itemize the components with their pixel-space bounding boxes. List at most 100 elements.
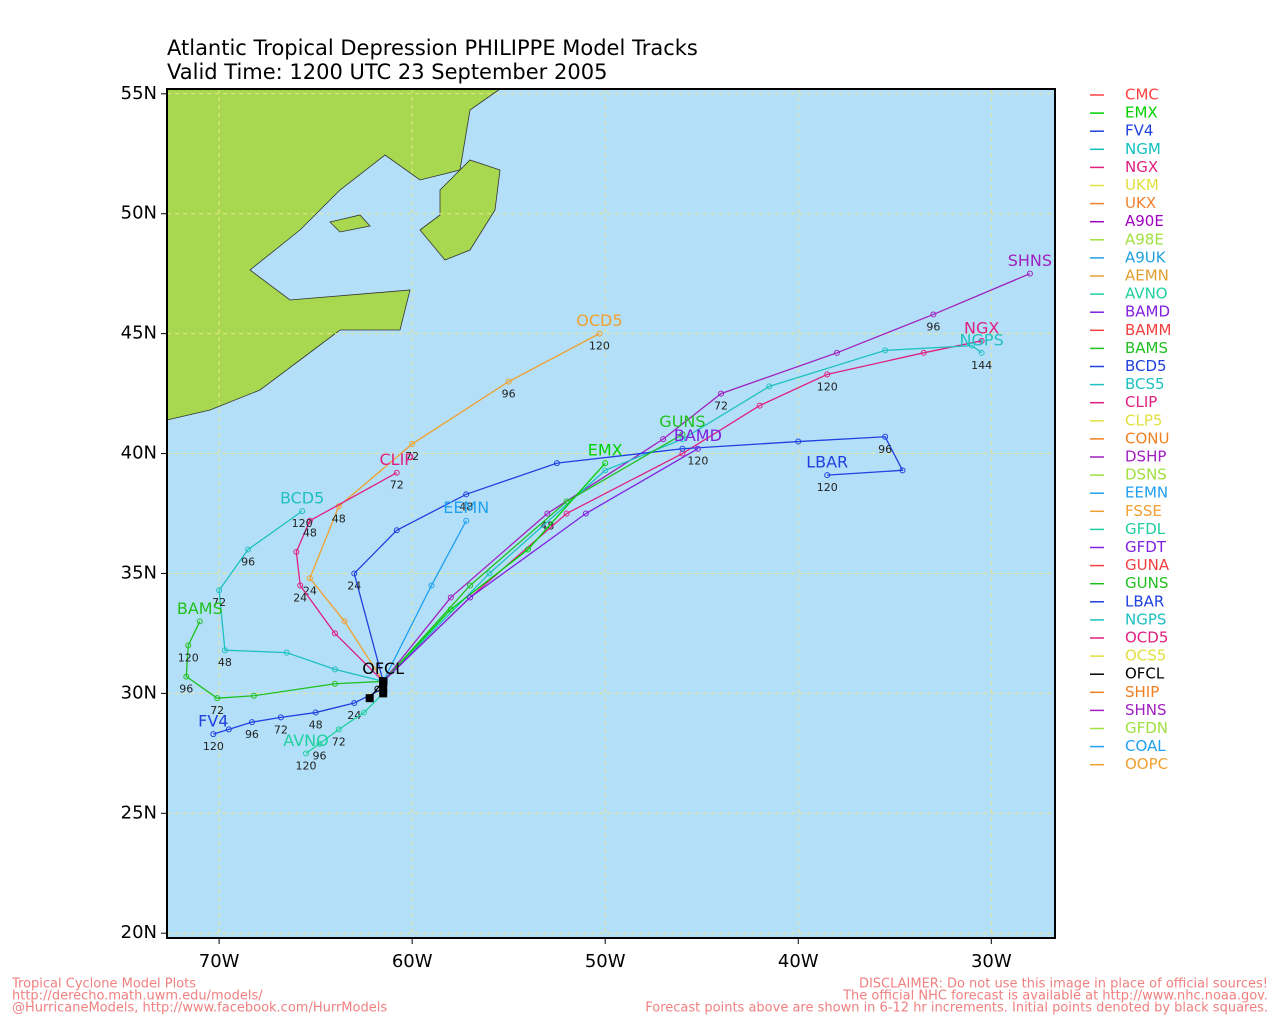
track-point — [248, 719, 255, 726]
x-tick-label: 50W — [585, 951, 626, 972]
track-point — [467, 594, 474, 601]
hour-label: 24 — [347, 709, 361, 722]
track-point — [331, 630, 338, 637]
legend-label: EMX — [1125, 104, 1158, 122]
legend-label: FSSE — [1125, 502, 1162, 520]
track-point — [393, 527, 400, 534]
track-point — [306, 517, 313, 524]
track-point — [293, 548, 300, 555]
hour-label: 120 — [687, 455, 708, 468]
track-point — [335, 726, 342, 733]
track-name: EMX — [588, 441, 623, 460]
track-point — [833, 349, 840, 356]
hour-label: 96 — [313, 750, 327, 763]
track-name: BCD5 — [280, 489, 324, 508]
track-point — [245, 546, 252, 553]
track-line — [218, 510, 384, 683]
track-name: EEMN — [443, 498, 489, 517]
x-tick-label: 60W — [392, 951, 433, 972]
track-line — [353, 436, 904, 682]
track-line — [382, 433, 683, 682]
track-point — [302, 750, 309, 757]
legend-label: COAL — [1125, 737, 1166, 755]
track-line — [185, 621, 384, 699]
track-point — [968, 342, 975, 349]
track-name: NGX — [964, 318, 999, 337]
track-point — [341, 618, 348, 625]
track-point — [277, 714, 284, 721]
track-point — [766, 383, 773, 390]
track-point — [316, 740, 323, 747]
track-point — [428, 582, 435, 589]
track-point — [250, 692, 257, 699]
legend-label: EEMN — [1125, 484, 1168, 502]
legend-label: GFDL — [1125, 520, 1166, 538]
legend-label: DSHP — [1125, 448, 1166, 466]
initial-point — [365, 694, 374, 703]
track-line — [309, 333, 600, 682]
track-point — [524, 546, 531, 553]
hour-label: 72 — [390, 479, 404, 492]
track-point — [563, 498, 570, 505]
track-point — [306, 575, 313, 582]
track-line — [295, 472, 398, 682]
track-name: OFCL — [362, 659, 404, 678]
track-point — [882, 433, 889, 440]
track-point — [467, 582, 474, 589]
hour-label: 48 — [459, 500, 473, 513]
track-name: CLIP — [379, 450, 414, 469]
track-point — [505, 378, 512, 385]
footer-text: Tropical Cyclone Model Plots — [11, 977, 196, 992]
legend-label: DSNS — [1125, 466, 1167, 484]
legend-label: GUNS — [1125, 574, 1168, 592]
y-tick-label: 30N — [121, 682, 157, 703]
footer-text: The official NHC forecast is available a… — [842, 989, 1268, 1004]
legend-label: FV4 — [1125, 122, 1153, 140]
legend-label: GFDT — [1125, 538, 1167, 556]
legend-label: GUNA — [1125, 556, 1170, 574]
hour-label: 144 — [971, 359, 992, 372]
track-point — [978, 349, 985, 356]
legend-label: BCD5 — [1125, 357, 1167, 375]
hour-label: 96 — [245, 728, 259, 741]
track-point — [360, 709, 367, 716]
track-line — [382, 340, 982, 682]
legend-label: A98E — [1125, 230, 1164, 248]
track-point — [216, 587, 223, 594]
legend-label: OFCL — [1125, 665, 1165, 683]
mainland — [166, 88, 502, 421]
track-point — [185, 642, 192, 649]
legend-label: BCS5 — [1125, 375, 1165, 393]
legend-label: NGM — [1125, 140, 1161, 158]
legend-label: AVNO — [1125, 285, 1168, 303]
hour-label: 120 — [292, 517, 313, 530]
y-tick-label: 35N — [121, 562, 157, 583]
x-tick-label: 70W — [199, 951, 240, 972]
track-point — [463, 517, 470, 524]
hour-label: 48 — [303, 527, 317, 540]
track-point — [679, 445, 686, 452]
hour-label: 48 — [309, 719, 323, 732]
track-point — [351, 699, 358, 706]
legend-label: SHIP — [1125, 683, 1159, 701]
hour-label: 120 — [817, 380, 838, 393]
track-point — [299, 508, 306, 515]
hour-label: 96 — [878, 443, 892, 456]
legend-label: OCS5 — [1125, 647, 1166, 665]
track-name: BAMD — [674, 426, 722, 445]
hour-label: 120 — [589, 340, 610, 353]
footer-text: http://derecho.math.uwm.edu/models/ — [12, 989, 263, 1004]
hour-label: 72 — [405, 450, 419, 463]
anticosti — [329, 214, 371, 233]
y-tick-label: 25N — [121, 802, 157, 823]
track-line — [382, 462, 606, 682]
track-name: NGPS — [960, 330, 1004, 349]
track-point — [196, 618, 203, 625]
track-point — [447, 594, 454, 601]
legend-label: OOPC — [1125, 755, 1168, 773]
newfoundland — [419, 159, 501, 261]
track-point — [331, 666, 338, 673]
legend-label: BAMM — [1125, 321, 1171, 339]
